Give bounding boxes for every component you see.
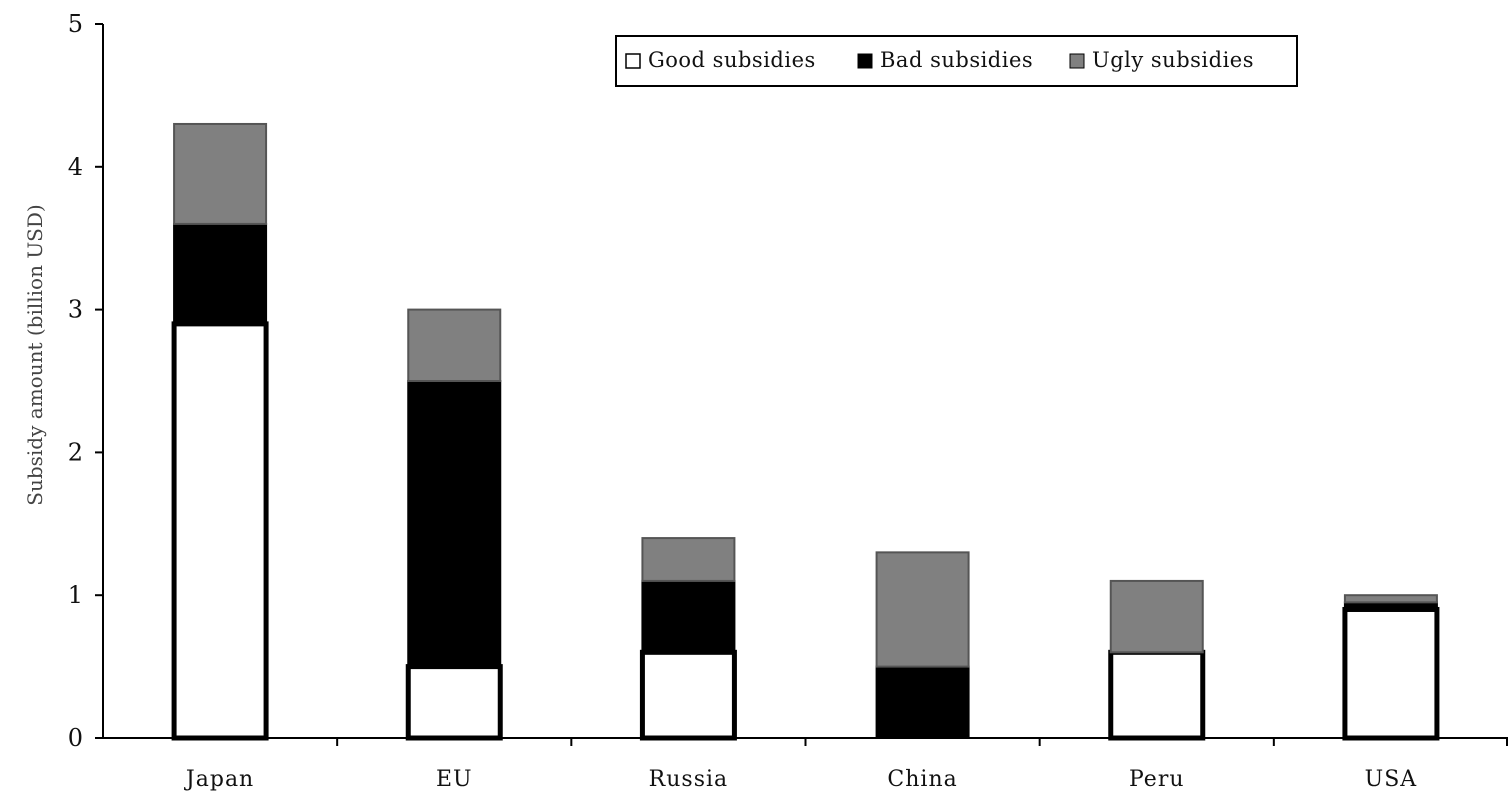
y-tick-label: 4	[68, 153, 83, 181]
axes	[95, 23, 1508, 746]
y-tick-label: 2	[68, 438, 83, 466]
x-tick-label: Japan	[184, 767, 254, 792]
bar-ugly-subsidies-china	[875, 551, 970, 668]
bar-bad-subsidies-usa	[1343, 601, 1438, 611]
legend-box	[615, 35, 1298, 87]
y-tick-label: 5	[68, 10, 83, 38]
bar-bad-subsidies-eu	[407, 380, 502, 668]
bar-ugly-subsidies-peru	[1109, 579, 1204, 654]
x-tick-label: EU	[436, 767, 473, 792]
bar-ugly-subsidies-eu	[407, 308, 502, 383]
x-tick-label: China	[887, 767, 957, 792]
bars	[171, 122, 1440, 741]
bar-ugly-subsidies-russia	[641, 537, 736, 582]
legend-swatch	[857, 53, 873, 69]
bar-ugly-subsidies-japan	[173, 122, 268, 225]
legend-entry-label: Bad subsidies	[880, 48, 1033, 72]
y-tick-label: 0	[68, 724, 83, 752]
bar-ugly-subsidies-usa	[1343, 594, 1438, 604]
labels: 0 1 2 3 4 5 Japan EU Russia China Peru USA	[68, 10, 1418, 792]
bar-good-subsidies-eu	[405, 664, 503, 741]
x-tick-label: Peru	[1129, 767, 1185, 792]
bar-good-subsidies-usa	[1342, 606, 1440, 741]
legend-entry-label: Ugly subsidies	[1092, 48, 1254, 72]
bar-bad-subsidies-china	[875, 665, 970, 739]
bar-good-subsidies-russia	[639, 649, 737, 741]
x-tick-label: Russia	[649, 767, 728, 792]
bar-bad-subsidies-japan	[173, 222, 268, 325]
y-tick-label: 1	[68, 581, 83, 609]
bar-good-subsidies-peru	[1108, 649, 1206, 741]
bar-good-subsidies-japan	[171, 321, 269, 741]
x-tick-label: USA	[1365, 767, 1418, 792]
y-tick-label: 3	[68, 296, 83, 324]
legend-swatch	[625, 53, 641, 69]
legend-swatch	[1069, 53, 1085, 69]
bar-bad-subsidies-russia	[641, 579, 736, 654]
legend: Good subsidies Bad subsidies Ugly subsidie…	[615, 35, 1298, 87]
y-axis-title: Subsidy amount (billion USD)	[23, 204, 47, 505]
legend-entry-label: Good subsidies	[648, 48, 816, 72]
